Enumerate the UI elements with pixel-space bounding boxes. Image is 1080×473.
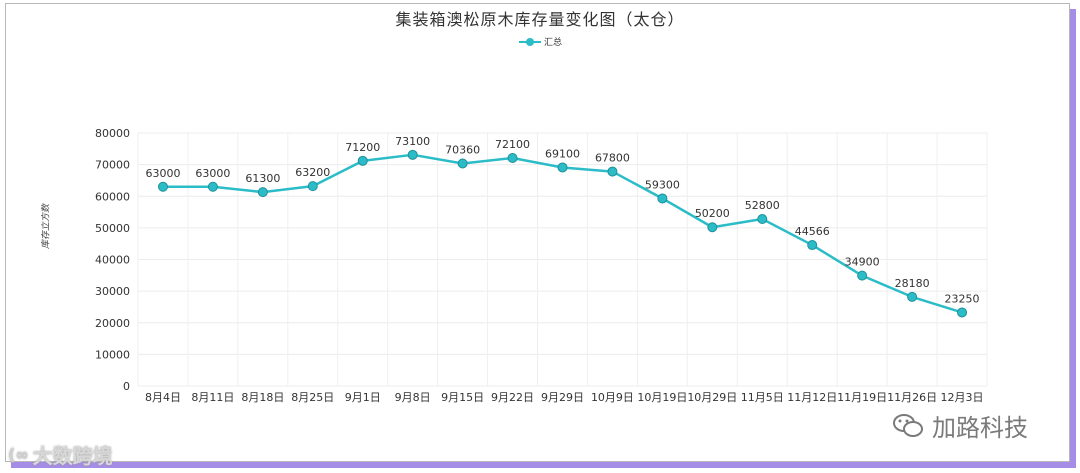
data-point bbox=[657, 193, 668, 204]
data-label: 23250 bbox=[945, 292, 980, 305]
data-label: 52800 bbox=[745, 199, 780, 212]
data-label: 73100 bbox=[395, 135, 430, 148]
data-point bbox=[207, 181, 218, 192]
x-tick-label: 8月18日 bbox=[241, 391, 284, 404]
data-point bbox=[557, 162, 568, 173]
x-tick-label: 8月11日 bbox=[191, 391, 234, 404]
legend-label: 汇总 bbox=[544, 38, 563, 48]
watermark-left: (∞ 大数跨境 bbox=[8, 440, 113, 469]
y-tick-label: 40000 bbox=[95, 254, 130, 267]
y-tick-label: 30000 bbox=[95, 285, 130, 298]
data-label: 72100 bbox=[495, 138, 530, 151]
data-label: 63200 bbox=[295, 166, 330, 179]
data-label: 34900 bbox=[845, 256, 880, 269]
x-tick-label: 12月3日 bbox=[941, 391, 984, 404]
x-tick-label: 10月29日 bbox=[687, 391, 737, 404]
data-point bbox=[607, 166, 618, 177]
data-label: 69100 bbox=[545, 147, 580, 160]
data-point bbox=[457, 158, 468, 169]
data-label: 63000 bbox=[145, 167, 180, 180]
data-point bbox=[957, 307, 968, 318]
data-point bbox=[157, 181, 168, 192]
data-label: 28180 bbox=[895, 277, 930, 290]
data-label: 44566 bbox=[795, 225, 830, 238]
x-tick-label: 8月4日 bbox=[145, 391, 181, 404]
data-point bbox=[807, 240, 818, 251]
data-label: 61300 bbox=[245, 172, 280, 185]
data-label: 71200 bbox=[345, 141, 380, 154]
wechat-icon bbox=[893, 413, 923, 437]
x-tick-label: 11月12日 bbox=[787, 391, 837, 404]
data-point bbox=[357, 155, 368, 166]
y-tick-label: 50000 bbox=[95, 222, 130, 235]
x-tick-label: 11月26日 bbox=[887, 391, 937, 404]
data-point bbox=[757, 214, 768, 225]
y-tick-label: 0 bbox=[123, 380, 130, 393]
data-point bbox=[507, 152, 518, 163]
legend-swatch bbox=[519, 37, 541, 47]
y-tick-label: 10000 bbox=[95, 348, 130, 361]
data-label: 70360 bbox=[445, 143, 480, 156]
data-label: 63000 bbox=[195, 167, 230, 180]
x-tick-label: 9月15日 bbox=[441, 391, 484, 404]
data-label: 67800 bbox=[595, 152, 630, 165]
y-tick-label: 80000 bbox=[95, 127, 130, 140]
data-label: 59300 bbox=[645, 178, 680, 191]
x-tick-label: 9月29日 bbox=[541, 391, 584, 404]
series-line bbox=[162, 153, 963, 314]
x-tick-label: 11月19日 bbox=[837, 391, 887, 404]
watermark-right: 加路科技 bbox=[892, 408, 1028, 443]
watermark-left-text: 大数跨境 bbox=[32, 444, 113, 468]
y-tick-label: 70000 bbox=[95, 159, 130, 172]
watermark-logo-icon: (∞ bbox=[8, 445, 29, 464]
watermark-right-text: 加路科技 bbox=[932, 414, 1028, 442]
y-tick-label: 60000 bbox=[95, 190, 130, 203]
data-point bbox=[257, 187, 268, 198]
data-point bbox=[307, 181, 318, 192]
x-tick-label: 9月1日 bbox=[345, 391, 381, 404]
data-point bbox=[407, 149, 418, 160]
x-tick-label: 9月22日 bbox=[491, 391, 534, 404]
chart-title: 集装箱澳松原木库存量变化图（太仓） bbox=[395, 10, 685, 29]
x-tick-label: 8月25日 bbox=[291, 391, 334, 404]
x-tick-label: 10月19日 bbox=[637, 391, 687, 404]
x-tick-label: 9月8日 bbox=[395, 391, 431, 404]
data-point bbox=[857, 270, 868, 281]
y-tick-label: 20000 bbox=[95, 317, 130, 330]
x-tick-label: 10月9日 bbox=[591, 391, 634, 404]
x-tick-label: 11月5日 bbox=[741, 391, 784, 404]
data-point bbox=[707, 222, 718, 233]
data-label: 50200 bbox=[695, 207, 730, 220]
data-point bbox=[907, 291, 918, 302]
legend[interactable]: 汇总 bbox=[519, 35, 562, 48]
